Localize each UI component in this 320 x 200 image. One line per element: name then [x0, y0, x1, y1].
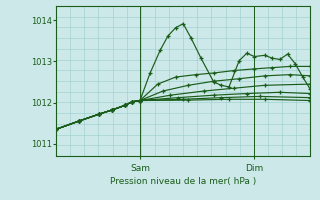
X-axis label: Pression niveau de la mer( hPa ): Pression niveau de la mer( hPa ) — [110, 177, 256, 186]
